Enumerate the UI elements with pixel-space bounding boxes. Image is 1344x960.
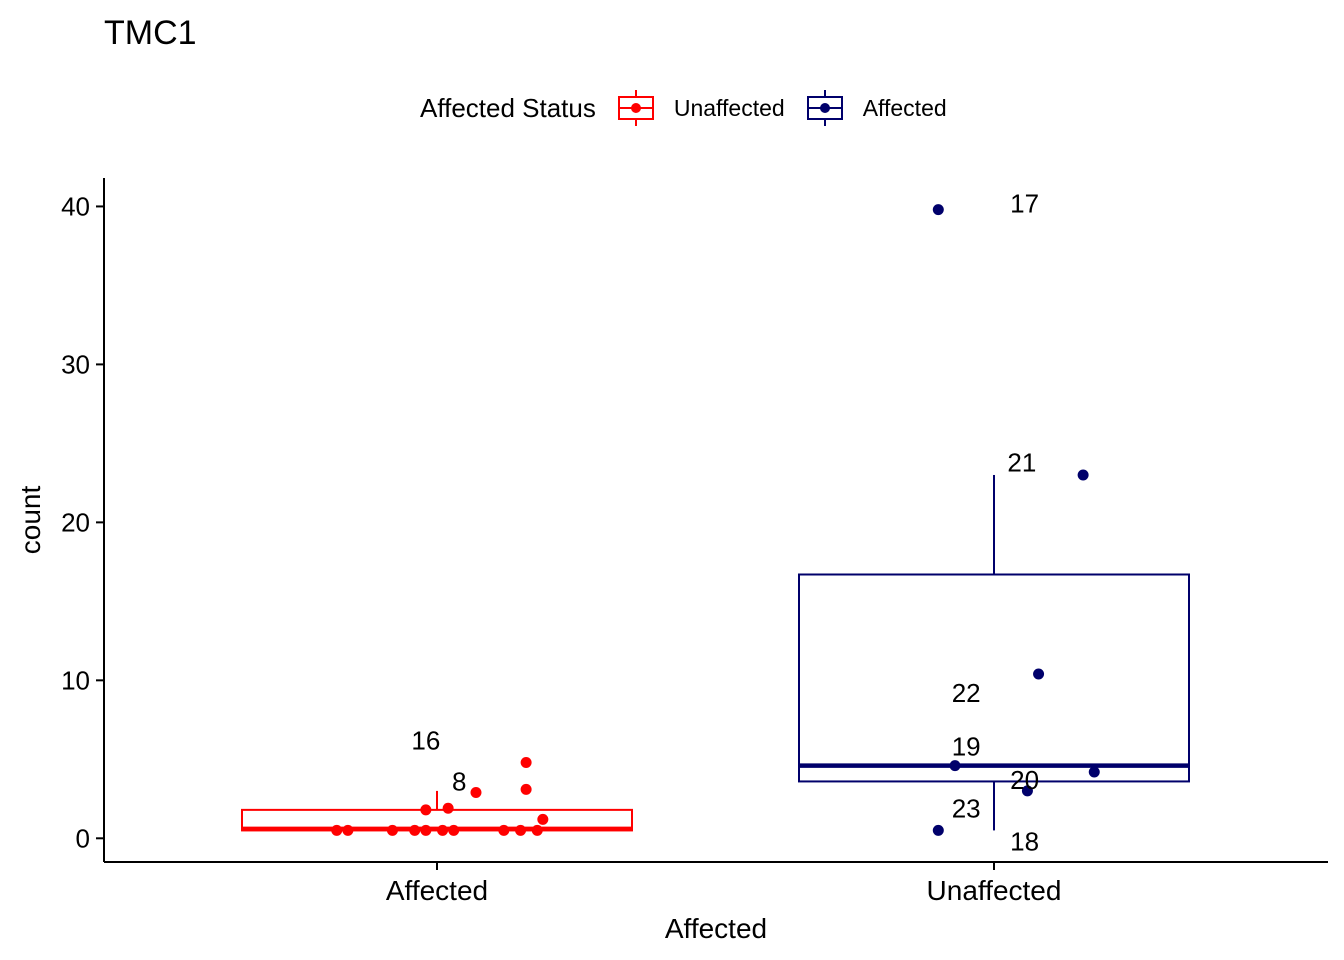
data-point (1033, 668, 1045, 680)
data-point (420, 824, 432, 836)
data-point (1077, 469, 1089, 481)
data-point (442, 802, 454, 814)
legend-key-unaffected-icon (617, 90, 654, 126)
data-point (437, 824, 449, 836)
y-tick-label: 20 (61, 507, 90, 537)
y-tick-label: 40 (61, 191, 90, 221)
y-axis-title: count (15, 486, 46, 555)
box-rect (798, 573, 1190, 783)
legend-label-unaffected: Unaffected (673, 94, 785, 121)
legend: Affected Status Unaffected Affected (420, 88, 967, 128)
y-tick-label: 0 (76, 823, 90, 853)
x-tick-label: Unaffected (927, 875, 1062, 906)
data-point (520, 783, 532, 795)
x-axis-title: Affected (665, 913, 767, 944)
legend-item-unaffected: Unaffected (616, 88, 785, 128)
data-point (331, 824, 343, 836)
data-point (932, 824, 944, 836)
data-point (470, 786, 482, 798)
x-tick-label: Affected (386, 875, 488, 906)
legend-title: Affected Status (420, 92, 596, 123)
y-tick-label: 10 (61, 665, 90, 695)
data-point (386, 824, 398, 836)
data-point (409, 824, 421, 836)
data-point (1021, 785, 1033, 797)
data-point (498, 824, 510, 836)
point-label: 21 (1007, 447, 1036, 477)
data-point (448, 824, 460, 836)
data-point (949, 760, 961, 772)
data-point (520, 756, 532, 768)
chart-title: TMC1 (104, 14, 197, 52)
data-point (537, 813, 549, 825)
point-label: 18 (1010, 826, 1039, 856)
data-point (932, 204, 944, 216)
point-label: 16 (411, 725, 440, 755)
point-label: 17 (1010, 188, 1039, 218)
data-point (420, 804, 432, 816)
data-point (342, 824, 354, 836)
data-point (515, 824, 527, 836)
y-tick-label: 30 (61, 349, 90, 379)
point-label: 8 (452, 766, 466, 796)
point-label: 22 (952, 678, 981, 708)
point-label: 19 (952, 732, 981, 762)
point-label: 20 (1010, 765, 1039, 795)
legend-key-affected-icon (806, 90, 843, 126)
legend-item-affected: Affected (805, 88, 947, 128)
legend-label-affected: Affected (862, 94, 947, 121)
data-point (531, 824, 543, 836)
point-label: 23 (952, 793, 981, 823)
data-point (1088, 766, 1100, 778)
